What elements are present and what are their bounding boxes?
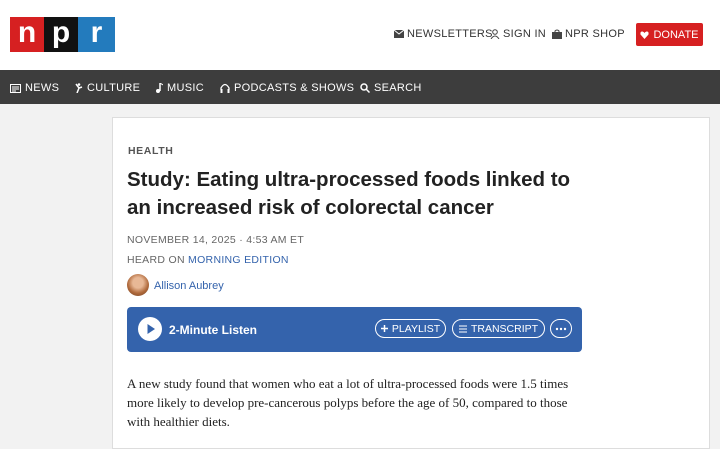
link-text: NPR SHOP	[565, 28, 625, 40]
nav-link[interactable]: SEARCH	[360, 82, 422, 94]
user-icon	[490, 29, 500, 39]
author-link[interactable]: Allison Aubrey	[154, 280, 224, 292]
nav-text: SEARCH	[374, 82, 422, 94]
nav-text: PODCASTS & SHOWS	[234, 82, 355, 94]
nav-text: NEWS	[25, 82, 60, 94]
plus-icon	[380, 325, 388, 332]
transcript-icon	[458, 325, 467, 332]
transcript-button[interactable]: TRANSCRIPT	[452, 319, 545, 338]
heart-icon	[640, 30, 650, 39]
play-button[interactable]	[138, 317, 162, 341]
play-icon	[147, 324, 155, 334]
link-text: NEWSLETTERS	[407, 28, 493, 40]
nav-link[interactable]: PODCASTS & SHOWS	[220, 82, 354, 94]
news-icon	[10, 83, 21, 93]
shop-link[interactable]: NPR SHOP	[552, 28, 625, 40]
search-icon	[360, 83, 370, 93]
section-label[interactable]: HEALTH	[128, 145, 174, 157]
article-card	[112, 117, 710, 449]
heard-on: HEARD ON MORNING EDITION	[127, 254, 289, 266]
culture-icon	[75, 83, 83, 93]
headphones-icon	[220, 83, 230, 93]
music-icon	[156, 83, 163, 93]
nav-link[interactable]: MUSIC	[155, 82, 204, 94]
nav-text: MUSIC	[167, 82, 204, 94]
nav-bar	[0, 70, 720, 104]
nav-text: CULTURE	[87, 82, 141, 94]
nav-link[interactable]: CULTURE	[74, 82, 140, 94]
donate-text: DONATE	[653, 28, 699, 41]
program-link[interactable]: MORNING EDITION	[188, 254, 289, 266]
dots-icon	[555, 327, 567, 330]
playlist-button[interactable]: PLAYLIST	[375, 319, 446, 338]
donate-button[interactable]: DONATE	[636, 23, 703, 46]
newsletters-link[interactable]: NEWSLETTERS	[394, 28, 493, 40]
article-date: NOVEMBER 14, 2025 · 4:53 AM ET	[127, 234, 305, 246]
more-button[interactable]	[550, 319, 572, 338]
nav-link[interactable]: NEWS	[10, 82, 59, 94]
sign-in-link[interactable]: SIGN IN	[490, 28, 546, 40]
logo-letter[interactable]: p	[44, 17, 78, 52]
mail-icon	[394, 30, 404, 38]
logo-letter[interactable]: r	[78, 17, 115, 52]
author-avatar[interactable]	[127, 274, 149, 296]
link-text: SIGN IN	[503, 28, 547, 40]
header	[0, 0, 720, 70]
player-label: 2-Minute Listen	[169, 323, 258, 337]
bag-icon	[552, 29, 562, 39]
heard-on-prefix: HEARD ON	[127, 254, 185, 266]
logo-letter[interactable]: n	[10, 17, 44, 52]
button-text: TRANSCRIPT	[470, 322, 539, 335]
article-body: A new study found that women who eat a l…	[127, 376, 569, 429]
article-title: Study: Eating ultra-processed foods link…	[127, 168, 571, 219]
audio-player	[127, 307, 582, 352]
button-text: PLAYLIST	[391, 322, 441, 335]
